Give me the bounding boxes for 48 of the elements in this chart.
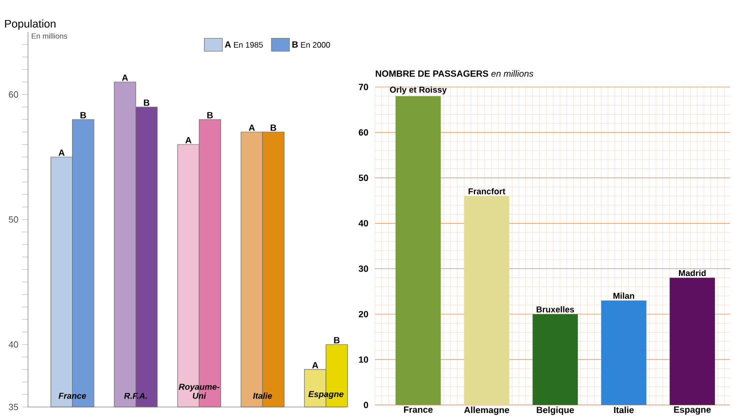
y-tick-label: 70: [358, 84, 368, 90]
x-tick-label: R.F.A.: [124, 392, 147, 399]
legend-label: En 2000: [301, 42, 330, 48]
annotation: Orly et Roissy: [390, 86, 447, 94]
x-tick-label: Espagne: [674, 406, 711, 414]
y-tick-label: 60: [358, 129, 368, 136]
bar: [396, 96, 441, 405]
annotation: Madrid: [678, 270, 706, 276]
annotation: Bruxelles: [536, 306, 574, 312]
bar: [464, 196, 510, 405]
y-tick-label: 20: [358, 310, 368, 318]
y-tick-label: 30: [358, 265, 368, 272]
annotation: Milan: [613, 292, 634, 299]
data-label: B: [80, 112, 86, 118]
data-label: A: [185, 136, 192, 144]
annotation: B: [292, 41, 298, 48]
bar: [601, 300, 646, 405]
x-tick-label: France: [58, 392, 86, 399]
x-tick-label: Allemagne: [464, 406, 510, 415]
y-tick-label: 50: [358, 174, 368, 181]
data-label: B: [144, 99, 150, 106]
y-tick-label: 40: [8, 341, 18, 348]
chart-title: NOMBRE DE PASSAGERS en millions: [376, 70, 534, 77]
data-label: B: [207, 112, 213, 118]
y-tick-label: 10: [359, 356, 368, 363]
y-tick-label: 35: [8, 404, 18, 410]
x-tick-label: Italie: [614, 406, 634, 413]
data-label: B: [270, 124, 276, 131]
annotation: A: [224, 41, 231, 48]
x-tick-label: Espagne: [308, 391, 344, 399]
data-label: A: [312, 362, 318, 368]
bar: [532, 314, 578, 405]
x-tick-label: Belgique: [536, 406, 574, 415]
chart-title: Population: [5, 19, 56, 30]
data-label: B: [334, 336, 340, 344]
bar: [670, 278, 715, 405]
data-label: A: [58, 149, 65, 156]
y-tick-label: 60: [8, 91, 18, 98]
x-tick-label: France: [404, 406, 433, 413]
x-tick-label: Royaume-Uni: [178, 384, 220, 399]
y-tick-label: 0: [364, 402, 368, 408]
annotation: Francfort: [468, 188, 506, 194]
data-label: A: [122, 74, 128, 81]
y-tick-label: 50: [8, 216, 18, 223]
x-tick-label: Italie: [253, 392, 272, 399]
legend-label: En 1985: [234, 42, 263, 48]
data-label: A: [248, 124, 255, 131]
y-tick-label: 40: [358, 220, 368, 226]
